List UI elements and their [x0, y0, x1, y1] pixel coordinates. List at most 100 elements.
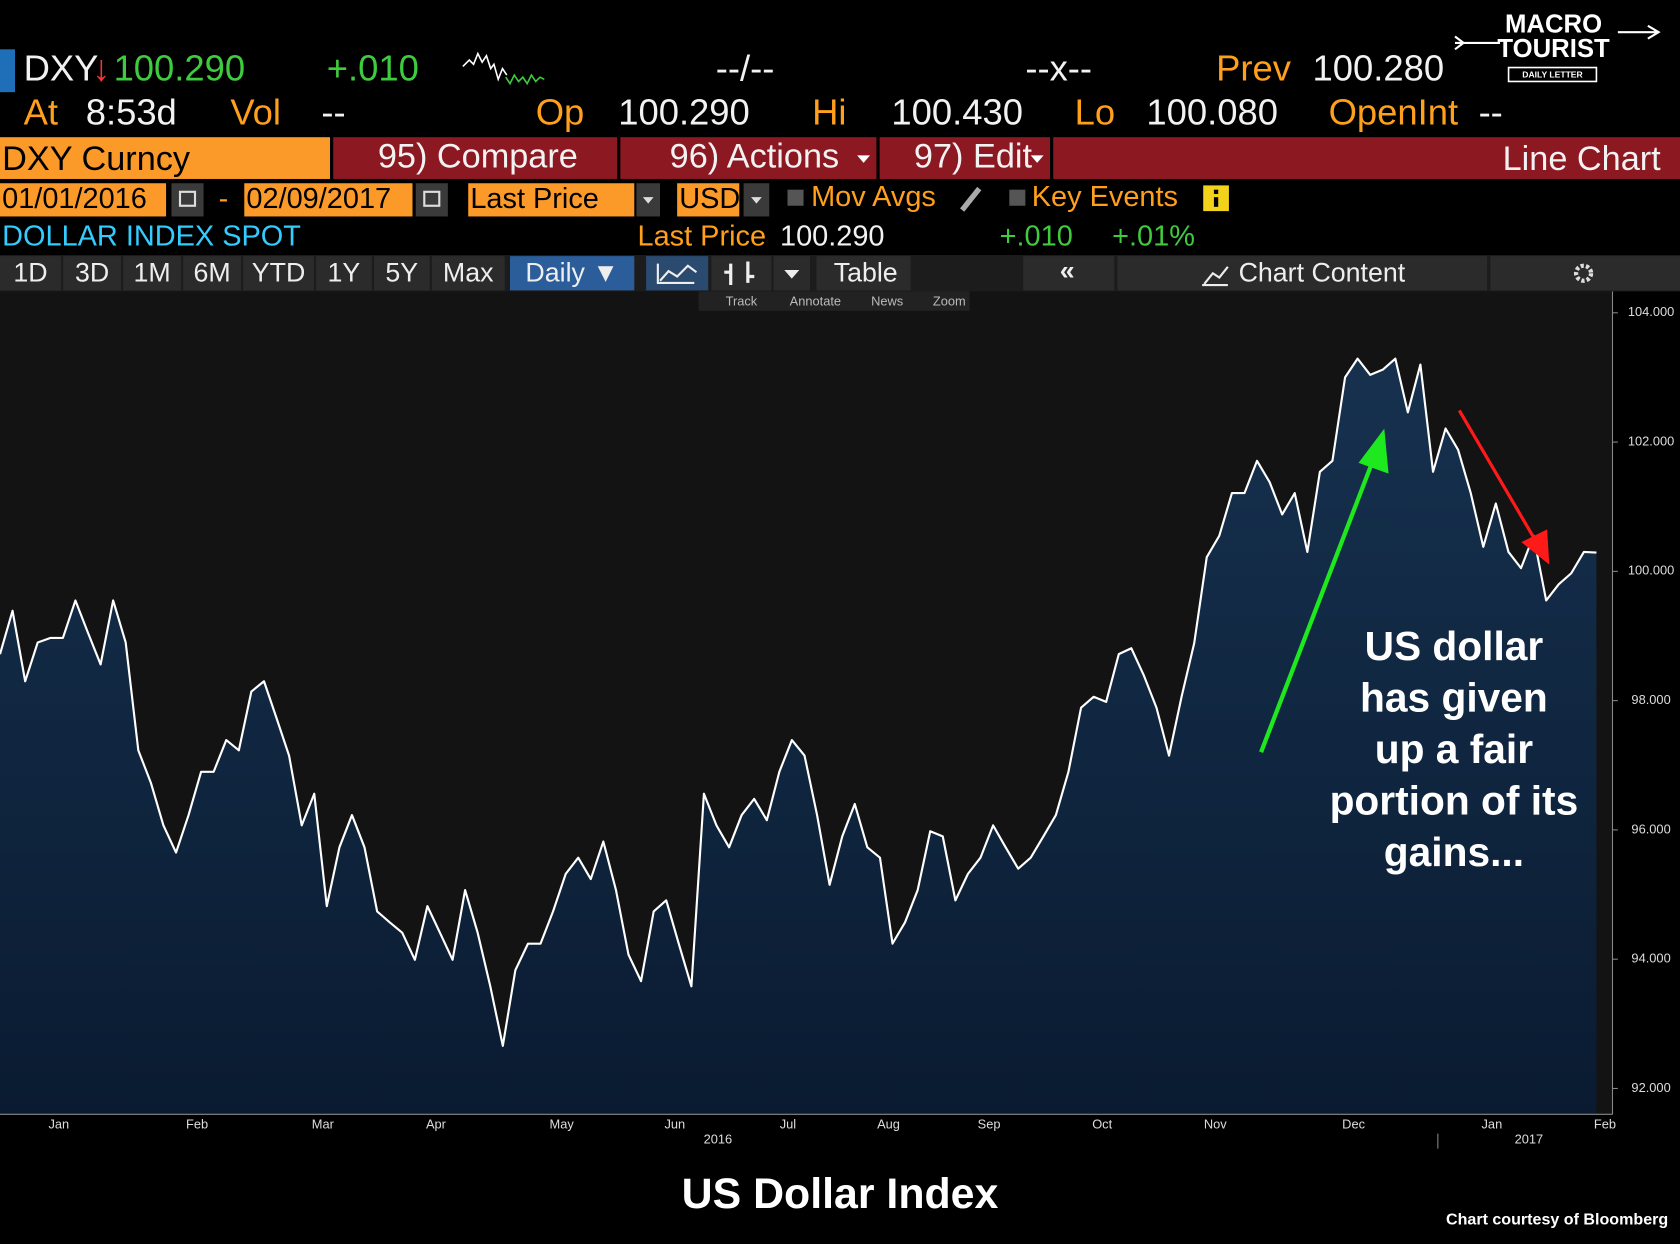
period-button[interactable]	[373, 256, 430, 291]
ticker: DXY	[24, 47, 99, 88]
chart-title: US Dollar Index	[682, 1170, 999, 1218]
edit[interactable]: 97) Edit	[914, 138, 1033, 176]
logo-tagline: DAILY LETTER	[1522, 69, 1583, 79]
currency[interactable]: USD	[679, 183, 740, 215]
currency-box[interactable]	[677, 183, 740, 217]
field[interactable]: Last Price	[470, 183, 599, 215]
x-tick-label: Sep	[978, 1116, 1001, 1131]
period-button[interactable]	[243, 256, 314, 291]
period-label[interactable]: Max	[443, 257, 494, 287]
chart-content[interactable]: Chart Content	[1239, 257, 1406, 287]
mov-avgs[interactable]: Mov Avgs	[811, 181, 936, 213]
annotation-line: portion of its	[1330, 777, 1579, 823]
security-value: 100.290	[780, 221, 885, 253]
pencil-icon[interactable]	[960, 186, 982, 212]
period-button[interactable]	[0, 256, 62, 291]
security[interactable]: DXY Curncy	[2, 140, 191, 178]
chart-tools-bar	[698, 291, 970, 311]
chart-content-button[interactable]	[1117, 256, 1488, 291]
year-label: 2016	[704, 1131, 733, 1146]
info-glyph	[1213, 197, 1219, 207]
period-label[interactable]: 5Y	[385, 257, 418, 287]
end-date[interactable]: 02/09/2017	[246, 183, 391, 215]
table[interactable]: Table	[834, 257, 898, 287]
key-events-checkbox[interactable]	[1009, 189, 1026, 206]
key-events[interactable]: Key Events	[1032, 181, 1178, 213]
chart: 92.000 94.000 96.000 98.000 100.000 102.000 10…	[0, 291, 1674, 1149]
frequency-button[interactable]	[510, 256, 635, 291]
period-label[interactable]: 1Y	[328, 257, 361, 287]
annotation: US dollar has given up a fair portion of it…	[1330, 623, 1579, 875]
bar-chart-icon	[724, 261, 755, 286]
bar-chart-button[interactable]	[711, 256, 772, 291]
line-chart-button[interactable]	[646, 256, 709, 291]
logo-tag-box	[1507, 66, 1598, 83]
end-calendar[interactable]	[415, 183, 448, 217]
period-label[interactable]: 1D	[13, 257, 47, 287]
x-tick-label: Apr	[426, 1116, 447, 1131]
actions[interactable]: 96) Actions	[670, 138, 840, 176]
period-button[interactable]	[431, 256, 505, 291]
green-arrowhead	[1358, 428, 1389, 474]
period-label[interactable]: 6M	[194, 257, 231, 287]
edit-dropdown[interactable]	[1030, 155, 1044, 163]
x-tick-label: Feb	[1594, 1116, 1616, 1131]
period-button[interactable]	[63, 256, 122, 291]
table-button[interactable]	[816, 256, 911, 291]
low-label: Lo	[1075, 91, 1116, 132]
time: 8:53d	[86, 91, 177, 132]
collapse-button[interactable]	[1023, 256, 1115, 291]
gear-icon	[1573, 263, 1594, 283]
compare-button[interactable]	[333, 137, 618, 179]
open-interest-label: OpenInt	[1329, 91, 1459, 132]
chart-tools: Track Annotate News Zoom	[726, 294, 966, 309]
chart-tool[interactable]: News	[871, 294, 903, 309]
vol-label: Vol	[230, 91, 281, 132]
chart-tool[interactable]: Track	[726, 294, 758, 309]
sparkline	[462, 51, 508, 82]
start-date-box[interactable]	[0, 183, 167, 217]
x-tick-label: Feb	[186, 1116, 208, 1131]
end-date-box[interactable]	[244, 183, 413, 217]
start-date[interactable]: 01/01/2016	[2, 183, 147, 215]
annotation-line: up a fair	[1375, 726, 1533, 772]
chart-tool[interactable]: Annotate	[790, 294, 841, 309]
red-arrow-shaft	[1457, 409, 1538, 543]
vol: --	[321, 91, 345, 132]
prev-label: Prev	[1216, 47, 1292, 88]
chart-tool[interactable]: Zoom	[933, 294, 966, 309]
x-tick-label: Jul	[780, 1116, 796, 1131]
x-tick-label: May	[550, 1116, 575, 1131]
actions-dropdown[interactable]	[857, 155, 870, 163]
y-tick-label: 104.000	[1628, 304, 1674, 319]
y-tick-label: 94.000	[1631, 951, 1670, 966]
security-box[interactable]	[0, 137, 330, 179]
annotation-line: has given	[1360, 674, 1548, 720]
edit-button[interactable]	[879, 137, 1050, 179]
logo-line1: MACRO	[1505, 11, 1602, 39]
collapse[interactable]: «	[1060, 255, 1075, 285]
security-name: DOLLAR INDEX SPOT	[2, 221, 301, 253]
period-button[interactable]	[183, 256, 242, 291]
x-tick-label: Nov	[1204, 1116, 1227, 1131]
frequency[interactable]: Daily ▼	[525, 257, 618, 287]
period-label[interactable]: 1M	[134, 257, 171, 287]
period-label[interactable]: 3D	[75, 257, 109, 287]
start-calendar[interactable]	[171, 183, 204, 217]
period-button[interactable]	[316, 256, 372, 291]
high-label: Hi	[812, 91, 846, 132]
x-tick-label: Jan	[1482, 1116, 1503, 1131]
info-glyph-dot	[1213, 189, 1219, 194]
field-box[interactable]	[468, 183, 635, 217]
settings-button[interactable]	[1490, 256, 1680, 291]
compare[interactable]: 95) Compare	[378, 138, 578, 176]
security-field: Last Price	[638, 221, 767, 253]
open: 100.290	[618, 91, 750, 132]
high: 100.430	[891, 91, 1023, 132]
period-label[interactable]: YTD	[252, 257, 306, 287]
x-tick-label: Aug	[877, 1116, 900, 1131]
actions-button[interactable]	[620, 137, 877, 179]
mov-avgs-checkbox[interactable]	[787, 189, 804, 206]
period-button[interactable]	[123, 256, 182, 291]
prev-value: 100.280	[1313, 47, 1445, 88]
